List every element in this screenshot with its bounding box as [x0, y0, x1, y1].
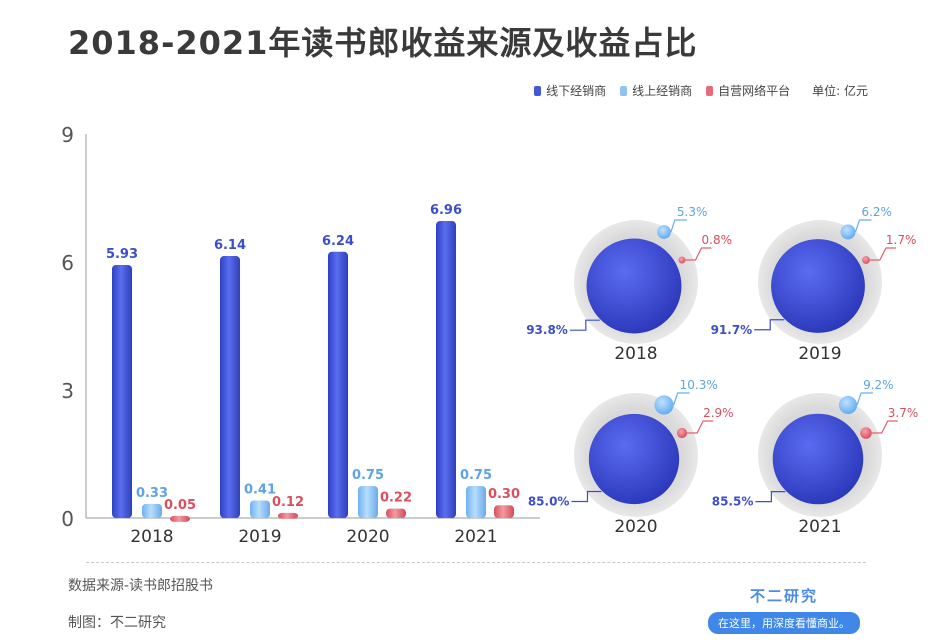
legend-label-self: 自营网络平台: [718, 84, 791, 98]
bubble-label-online: 10.3%: [680, 378, 718, 392]
bar-value-label: 0.12: [272, 495, 304, 510]
bar-2018-series-0: [112, 264, 132, 518]
bubble-self: [676, 427, 688, 439]
x-tick-label: 2018: [130, 527, 173, 547]
legend-swatch-offline: [534, 85, 542, 96]
bar-2019-series-1: [250, 500, 270, 518]
legend-item-offline: 线下经销商: [534, 82, 606, 99]
bubble-offline: [771, 239, 865, 333]
bar-2019-series-0: [220, 256, 240, 518]
bubble-chart-2020: 10.3% 2.9% 85.0% 2020: [528, 378, 734, 537]
bar-2021-series-0: [436, 221, 456, 519]
bubble-offline: [772, 413, 864, 505]
x-tick-label: 2021: [454, 527, 497, 547]
bubble-self: [862, 256, 870, 264]
bar-value-label: 0.41: [244, 483, 276, 498]
bar-2018-series-1: [142, 503, 162, 518]
legend-swatch-online: [620, 85, 628, 96]
y-tick-label: 0: [61, 507, 74, 531]
page-title: 2018-2021年读书郎收益来源及收益占比: [68, 24, 698, 62]
leader-line-offline: [571, 490, 602, 503]
brand-block: 不二研究 在这里，用深度看懂商业。: [704, 585, 864, 634]
bar-2020-series-1: [358, 486, 378, 518]
bubble-online: [840, 224, 856, 240]
bar-2020-series-2: [386, 508, 406, 518]
leader-line-self: [869, 247, 896, 261]
bar-value-label: 0.33: [136, 486, 168, 501]
bubble-label-self: 3.7%: [888, 406, 919, 420]
bar-2018-series-2: [170, 515, 190, 522]
bar-value-label: 6.14: [214, 238, 246, 253]
bubble-chart-2018: 5.3% 0.8% 93.8% 2018: [526, 205, 732, 364]
bubble-label-self: 1.7%: [886, 233, 917, 247]
bar-2020-series-0: [328, 251, 348, 518]
bar-value-label: 0.75: [352, 468, 384, 483]
bubble-label-online: 9.2%: [863, 378, 894, 392]
bar-value-label: 0.22: [380, 491, 412, 506]
x-tick-label: 2020: [346, 527, 389, 547]
bubble-self: [678, 256, 686, 264]
bubble-chart-2021: 9.2% 3.7% 85.5% 2021: [712, 378, 919, 537]
brand-slogan: 在这里，用深度看懂商业。: [708, 612, 860, 634]
bar-value-label: 5.93: [106, 247, 138, 262]
bubble-label-online: 5.3%: [677, 205, 708, 219]
bubble-offline: [588, 413, 680, 505]
chart-maker: 制图：不二研究: [68, 615, 166, 631]
legend: 线下经销商 线上经销商 自营网络平台 单位: 亿元: [534, 82, 868, 99]
x-tick-label: 2019: [238, 527, 281, 547]
y-tick-label: 3: [61, 379, 74, 403]
bubble-online: [657, 225, 671, 239]
leader-line-online: [856, 392, 874, 406]
bar-value-label: 6.24: [322, 234, 354, 249]
bar-value-label: 0.05: [164, 498, 196, 513]
bar-2021-series-2: [494, 505, 514, 518]
bar-value-label: 0.30: [488, 487, 520, 502]
brand-name: 不二研究: [749, 587, 818, 605]
y-tick-label: 6: [61, 251, 74, 275]
legend-label-online: 线上经销商: [632, 84, 693, 98]
footer-divider: [86, 562, 866, 563]
bubble-online: [654, 395, 674, 415]
bubble-year-label: 2018: [614, 344, 657, 364]
bubble-chart-2019: 6.2% 1.7% 91.7% 2019: [711, 205, 917, 364]
bar-2021-series-1: [466, 486, 486, 518]
bubble-label-online: 6.2%: [861, 205, 892, 219]
legend-item-self: 自营网络平台: [706, 82, 790, 99]
bubble-label-self: 2.9%: [703, 406, 734, 420]
bar-value-label: 0.75: [460, 468, 492, 483]
bubble-offline: [586, 238, 682, 334]
bubble-label-offline: 91.7%: [711, 323, 753, 337]
bubble-year-label: 2020: [614, 517, 657, 537]
bubble-label-self: 0.8%: [702, 233, 733, 247]
bubble-label-offline: 93.8%: [526, 323, 568, 337]
bubble-year-label: 2021: [798, 517, 841, 537]
leader-line-online: [854, 219, 872, 233]
legend-swatch-self: [706, 85, 714, 96]
bubble-label-offline: 85.5%: [712, 495, 754, 509]
leader-line-offline: [755, 491, 786, 503]
leader-line-self: [871, 420, 898, 434]
data-source: 数据来源-读书郎招股书: [68, 578, 214, 594]
leader-line-self: [685, 247, 712, 261]
y-tick-label: 9: [61, 123, 74, 147]
legend-item-online: 线上经销商: [620, 82, 692, 99]
leader-line-offline: [754, 319, 785, 331]
bubble-self: [860, 427, 872, 439]
leader-line-online: [673, 392, 690, 406]
bubble-year-label: 2019: [798, 344, 841, 364]
legend-label-offline: 线下经销商: [546, 84, 607, 98]
bubble-label-offline: 85.0%: [528, 495, 570, 509]
leader-line-online: [670, 219, 687, 233]
bar-2019-series-2: [278, 512, 298, 519]
leader-line-offline: [569, 319, 600, 331]
bar-value-label: 6.96: [430, 203, 462, 218]
bubble-online: [838, 395, 858, 415]
leader-line-self: [687, 420, 714, 434]
unit-label: 单位: 亿元: [812, 84, 868, 98]
